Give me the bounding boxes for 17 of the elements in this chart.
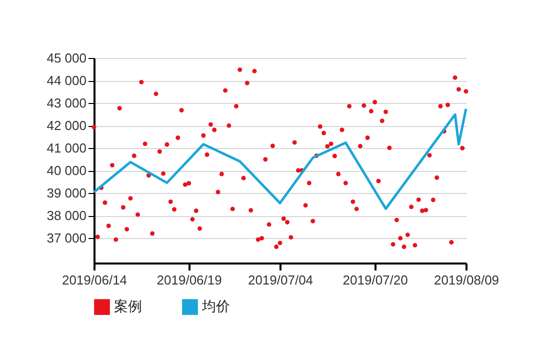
y-tick-label: 45 000 [46, 50, 86, 66]
y-tick-label: 37 000 [46, 230, 86, 246]
y-tick-label: 44 000 [46, 73, 86, 88]
legend-label: 均价 [201, 298, 230, 314]
y-tick-label: 43 000 [46, 96, 86, 111]
x-tick-label: 2019/07/04 [248, 272, 314, 288]
y-tick-label: 40 000 [46, 163, 86, 178]
line-series [92, 108, 468, 210]
x-tick-label: 2019/08/09 [434, 272, 500, 288]
x-tick-label: 2019/07/20 [342, 272, 408, 288]
y-tick-label: 39 000 [46, 186, 86, 201]
legend-label: 案例 [114, 298, 142, 314]
y-tick-label: 41 000 [46, 140, 86, 156]
x-tick-label: 2019/06/19 [156, 272, 222, 288]
y-tick-label: 42 000 [46, 118, 86, 134]
y-tick-label: 38 000 [46, 208, 86, 224]
x-tick-label: 2019/06/14 [62, 272, 128, 288]
